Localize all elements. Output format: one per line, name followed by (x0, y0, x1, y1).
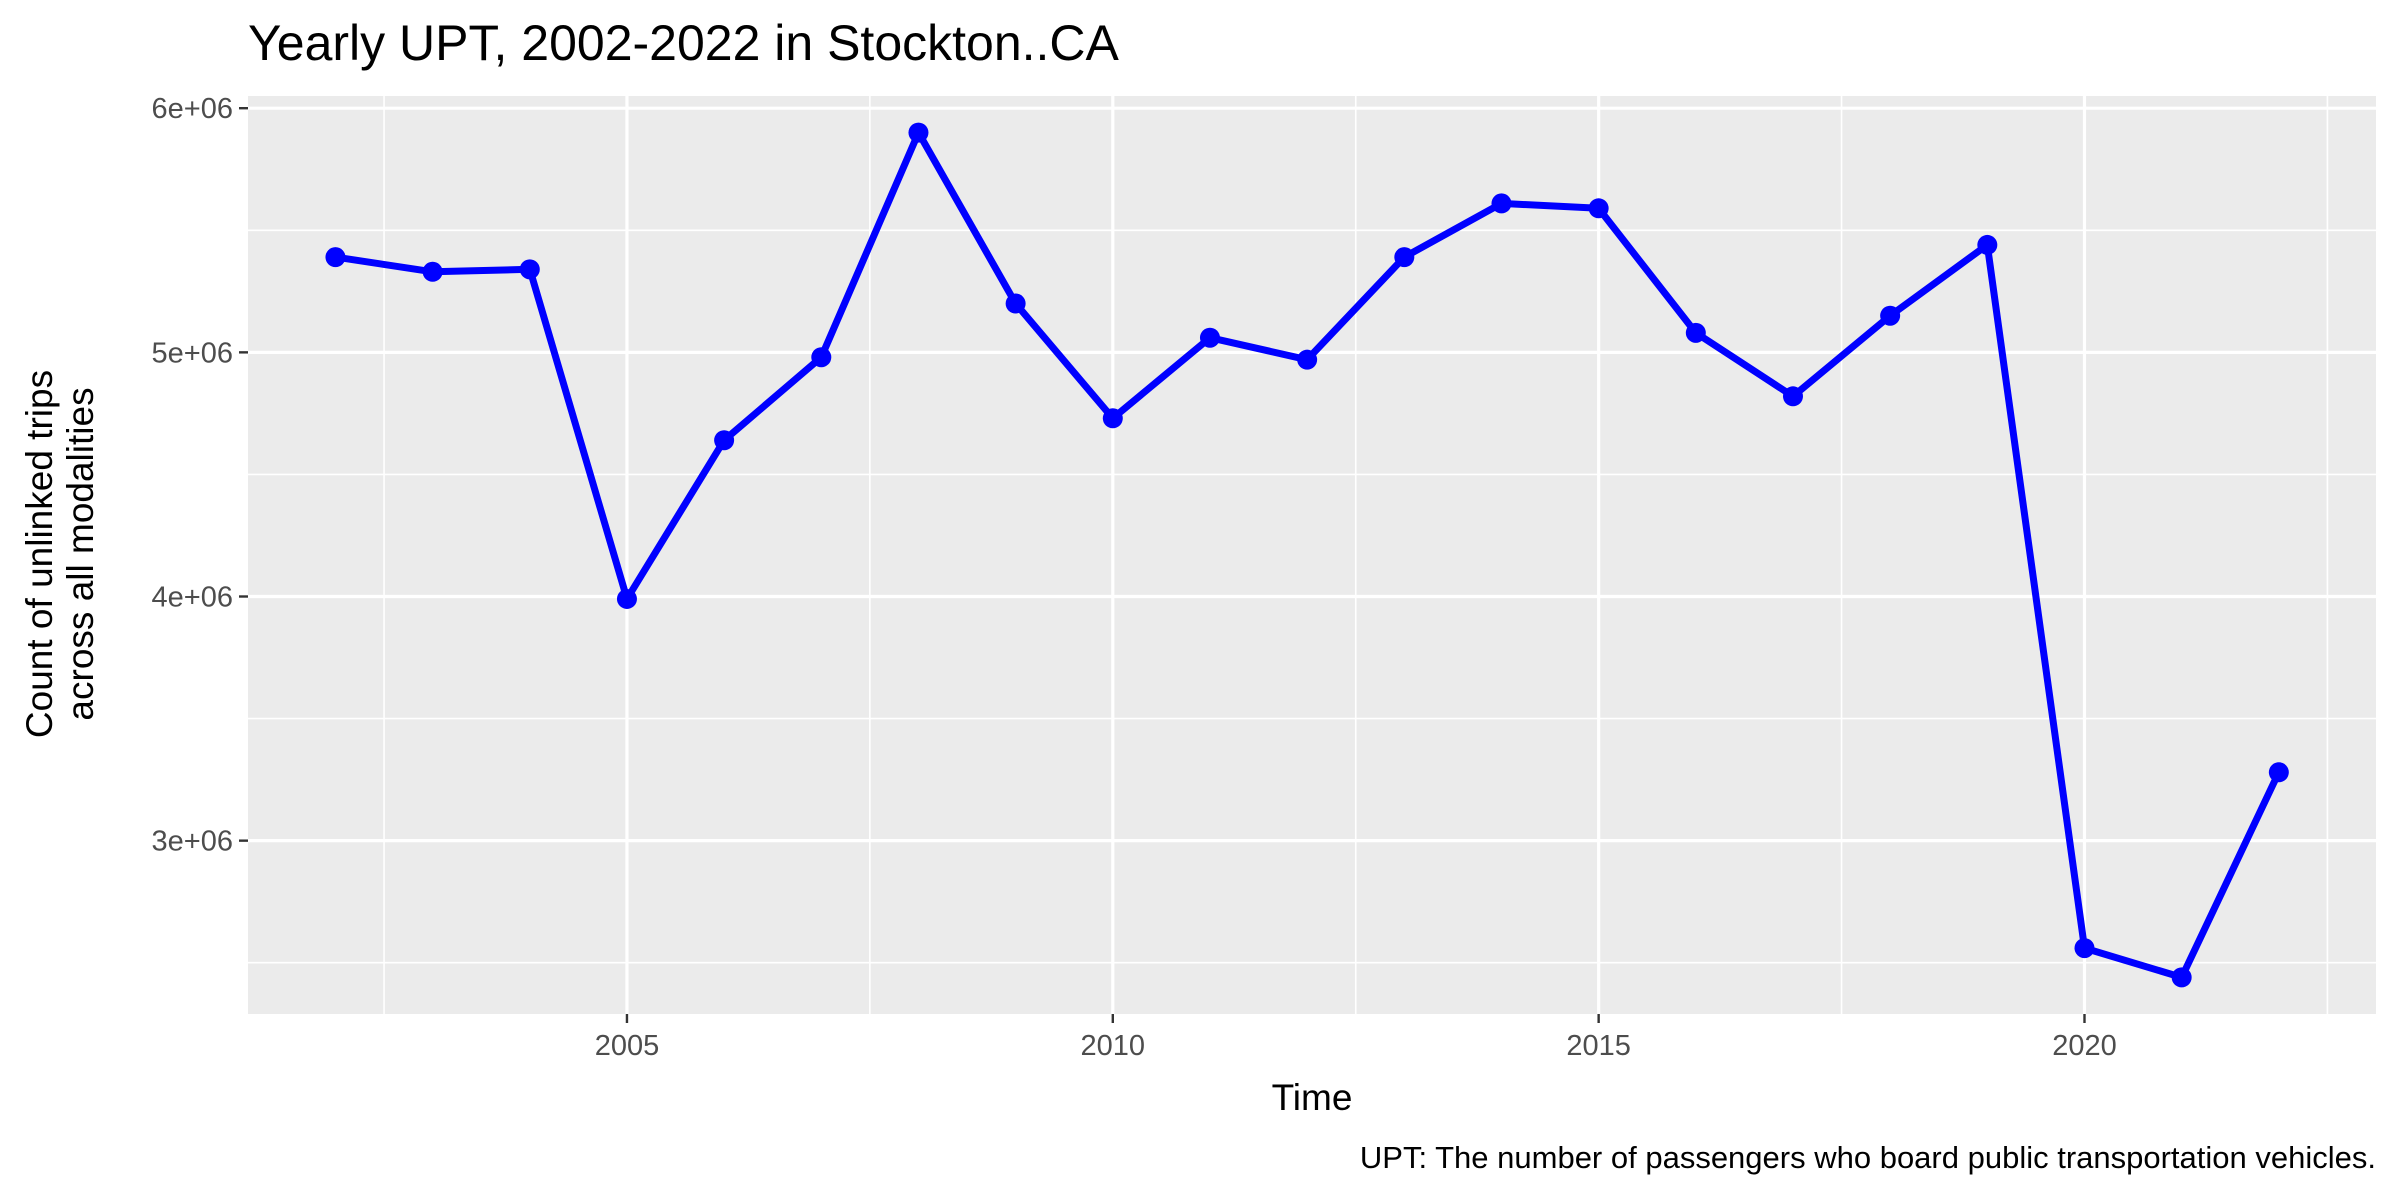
data-points (325, 122, 2289, 988)
data-point (1394, 247, 1415, 268)
data-point (1297, 349, 1318, 370)
data-point (1199, 327, 1220, 348)
plot-panel (248, 96, 2376, 1014)
y-axis: 3e+06 4e+06 5e+06 6e+06 (152, 93, 248, 858)
y-tick-label: 6e+06 (152, 93, 233, 125)
data-point (519, 259, 540, 280)
data-point (908, 122, 929, 143)
grid-lines (248, 96, 2376, 1014)
data-point (325, 247, 346, 268)
x-axis-title: Time (1272, 1077, 1353, 1118)
x-axis: 2005 2010 2015 2020 (595, 1014, 2117, 1062)
data-point (1102, 408, 1123, 429)
chart-caption: UPT: The number of passengers who board … (1360, 1140, 2376, 1175)
y-tick-label: 5e+06 (152, 337, 233, 369)
data-point (2074, 938, 2095, 959)
x-tick-label: 2015 (1566, 1030, 1631, 1062)
data-point (1491, 193, 1512, 214)
x-tick-label: 2010 (1081, 1030, 1146, 1062)
data-point (2171, 967, 2192, 988)
data-point (1782, 386, 1803, 407)
data-point (1005, 293, 1026, 314)
data-point (714, 430, 735, 451)
data-point (811, 347, 832, 368)
data-point (422, 261, 443, 282)
y-axis-title-line-2: across all modalities (60, 387, 101, 720)
data-point (616, 588, 637, 609)
x-tick-label: 2020 (2052, 1030, 2117, 1062)
data-point (1880, 305, 1901, 326)
data-point (1685, 322, 1706, 343)
y-tick-label: 4e+06 (152, 582, 233, 614)
data-point (1588, 198, 1609, 219)
data-point (2268, 762, 2289, 783)
y-axis-title: Count of unlinked trips across all modal… (19, 370, 101, 738)
data-point (1977, 234, 1998, 255)
y-axis-title-line-1: Count of unlinked trips (19, 370, 60, 738)
x-tick-label: 2005 (595, 1030, 660, 1062)
y-tick-label: 3e+06 (152, 826, 233, 858)
chart-title: Yearly UPT, 2002-2022 in Stockton..CA (248, 15, 1120, 71)
